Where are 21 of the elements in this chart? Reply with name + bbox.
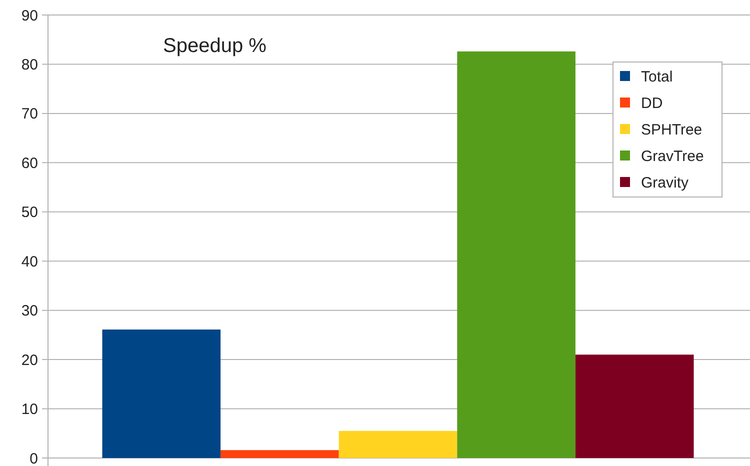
legend-label: Gravity xyxy=(641,174,690,192)
y-tick-label: 70 xyxy=(21,106,38,123)
bar xyxy=(220,450,339,458)
y-tick-label: 80 xyxy=(21,56,38,74)
legend-label: GravTree xyxy=(641,148,704,165)
bar xyxy=(338,430,458,458)
y-tick-label: 40 xyxy=(21,253,38,270)
legend-label: Total xyxy=(641,68,673,86)
legend-label: DD xyxy=(641,94,663,112)
y-tick-label: 0 xyxy=(30,450,38,466)
y-tick-label: 10 xyxy=(21,401,38,418)
legend-label: SPHTree xyxy=(641,121,702,138)
bar xyxy=(102,330,221,458)
y-tick-label: 20 xyxy=(21,352,38,369)
y-tick-label: 30 xyxy=(21,302,38,320)
y-tick-label: 50 xyxy=(21,204,38,222)
bar xyxy=(575,354,694,458)
text: Speedup % xyxy=(163,35,267,57)
y-tick-label: 60 xyxy=(21,154,38,172)
bar xyxy=(457,51,576,458)
y-tick-label: 90 xyxy=(21,7,38,24)
